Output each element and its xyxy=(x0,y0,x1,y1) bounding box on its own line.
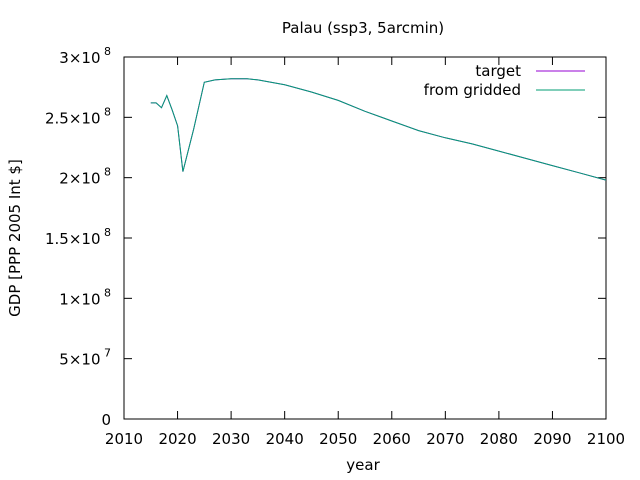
x-tick-label: 2030 xyxy=(212,430,250,448)
y-axis: 0 5×10 7 1×10 8 1.5×10 8 2×10 8 2.5×10 8 3×10 … xyxy=(45,45,606,429)
y-tick-label: 2×10 8 xyxy=(59,166,111,188)
legend-label: from gridded xyxy=(424,81,521,99)
y-tick-label: 3×10 8 xyxy=(59,45,111,67)
series-line-from-gridded xyxy=(150,78,607,181)
x-tick-label: 2100 xyxy=(587,430,625,448)
series-line-target xyxy=(150,78,607,181)
x-tick-label: 2090 xyxy=(533,430,571,448)
y-axis-label: GDP [PPP 2005 Int $] xyxy=(6,159,24,317)
y-tick-label: 1.5×10 8 xyxy=(45,226,111,248)
x-tick-label: 2070 xyxy=(426,430,464,448)
chart-title: Palau (ssp3, 5arcmin) xyxy=(282,19,444,37)
y-tick-label: 0 xyxy=(101,411,111,429)
legend-label: target xyxy=(475,62,521,80)
x-tick-label: 2080 xyxy=(480,430,518,448)
series-layer xyxy=(150,78,607,181)
y-tick-label: 2.5×10 8 xyxy=(45,105,111,127)
x-tick-label: 2050 xyxy=(319,430,357,448)
x-tick-label: 2010 xyxy=(105,430,143,448)
y-tick-label: 5×10 7 xyxy=(59,347,111,369)
x-tick-label: 2060 xyxy=(373,430,411,448)
x-axis: 2010 2020 2030 2040 2050 2060 2070 2080 2090 2100 xyxy=(105,57,625,448)
x-tick-label: 2020 xyxy=(158,430,196,448)
x-axis-label: year xyxy=(346,456,380,474)
y-tick-label: 1×10 8 xyxy=(59,286,111,308)
x-tick-label: 2040 xyxy=(266,430,304,448)
